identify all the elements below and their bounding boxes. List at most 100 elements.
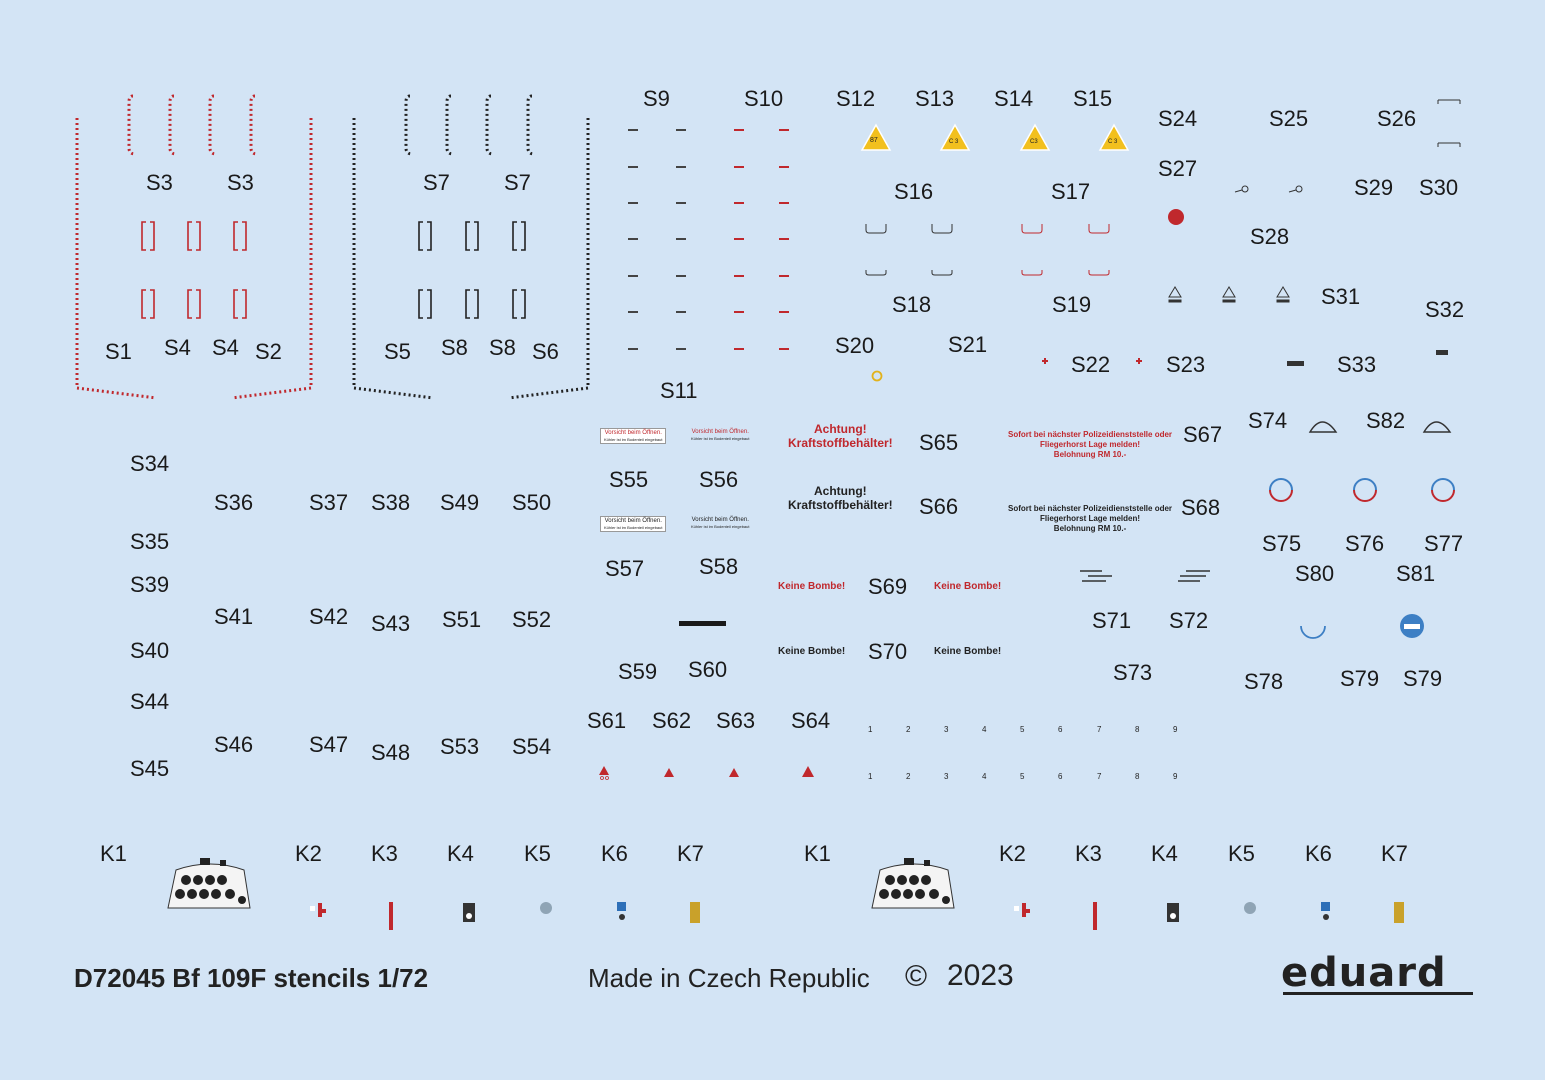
small-symbols [1234,99,1461,193]
vorsicht-sub: Kühler ist im Bodenteil eingebaut [691,524,750,529]
label-s29: S29 [1354,175,1394,200]
cap-outlines [865,224,1110,276]
label-s21: S21 [948,332,988,357]
ring-dots [600,776,609,780]
label-s64: S64 [791,708,831,733]
label-k4-a: K4 [447,841,474,866]
label-s81: S81 [1396,561,1436,586]
label-k1-b: K1 [804,841,831,866]
label-s77: S77 [1424,531,1464,556]
fuel-triangles [860,123,1130,151]
vorsicht-sub: Kühler ist im Bodenteil eingebaut [604,525,663,530]
vorsicht-box-1: Vorsicht beim Öffnen. Kühler ist im Bode… [600,428,667,444]
label-s79-a: S79 [1340,666,1380,691]
label-s15: S15 [1073,86,1113,111]
red-dot [1168,209,1184,225]
label-s27: S27 [1158,156,1198,181]
label-s56: S56 [699,467,739,492]
label-s41: S41 [214,604,254,629]
label-s43: S43 [371,611,411,636]
label-k3-a: K3 [371,841,398,866]
label-s73: S73 [1113,660,1153,685]
digit: 3 [944,772,949,781]
label-s39: S39 [130,572,170,597]
label-s23: S23 [1166,352,1206,377]
achtung-stencil-dark: Achtung! Kraftstoffbehälter! [788,484,893,512]
fuel-c3-text-2: C3 [1030,139,1038,145]
label-s32: S32 [1425,297,1465,322]
label-s72: S72 [1169,608,1209,633]
instrument-panel-left [167,858,251,909]
vorsicht-box-4: Vorsicht beim Öffnen. Kühler ist im Bode… [688,516,752,530]
walkway-brackets-black [418,221,526,319]
label-s12: S12 [836,86,876,111]
walkway-outline-red [75,94,313,400]
label-k7-b: K7 [1381,841,1408,866]
label-s36: S36 [214,490,254,515]
label-s5: S5 [384,339,411,364]
digit: 2 [906,772,911,781]
label-s1: S1 [105,339,132,364]
label-s67: S67 [1183,422,1223,447]
digit: 7 [1097,772,1102,781]
vorsicht-title: Vorsicht beim Öffnen. [604,430,662,436]
keine-bombe-red-1: Keine Bombe! [778,581,846,592]
red-warning-triangles [599,766,814,777]
digit: 1 [868,772,873,781]
label-s76: S76 [1345,531,1385,556]
label-s30: S30 [1419,175,1459,200]
reward-line-2: Fliegerhorst Lage melden! [1040,514,1141,523]
label-s69: S69 [868,574,908,599]
digit: 3 [944,725,949,734]
keine-bombe-dark-1: Keine Bombe! [778,646,846,657]
label-k3-b: K3 [1075,841,1102,866]
achtung-stencil-red: Achtung! Kraftstoffbehälter! [788,422,893,450]
label-s54: S54 [512,734,552,759]
vorsicht-sub: Kühler ist im Bodenteil eingebaut [691,436,750,441]
label-s65: S65 [919,430,959,455]
label-s17: S17 [1051,179,1091,204]
label-s71: S71 [1092,608,1132,633]
label-k4-b: K4 [1151,841,1178,866]
label-s50: S50 [512,490,552,515]
label-k2-a: K2 [295,841,322,866]
vorsicht-title: Vorsicht beim Öffnen. [691,429,749,435]
label-s2: S2 [255,339,282,364]
achtung-line: Achtung! [814,422,867,436]
label-s57: S57 [605,556,645,581]
label-s63: S63 [716,708,756,733]
label-k5-a: K5 [524,841,551,866]
label-s22: S22 [1071,352,1111,377]
label-s45: S45 [130,756,170,781]
label-s18: S18 [892,292,932,317]
label-s80: S80 [1295,561,1335,586]
yellow-ring [871,370,883,382]
label-s7-b: S7 [504,170,531,195]
label-s9: S9 [643,86,670,111]
reward-line-3: Belohnung RM 10.- [1053,524,1127,533]
product-title: D72045 Bf 109F stencils 1/72 [74,963,429,993]
label-s48: S48 [371,740,411,765]
black-bar [679,621,726,626]
label-s61: S61 [587,708,627,733]
label-s68: S68 [1181,495,1221,520]
vorsicht-sub: Kühler ist im Bodenteil eingebaut [604,437,663,442]
label-k7-a: K7 [677,841,704,866]
label-s16: S16 [894,179,934,204]
label-s26: S26 [1377,106,1417,131]
label-s58: S58 [699,554,739,579]
label-s33: S33 [1337,352,1377,377]
plate-s33 [1287,361,1304,366]
walkway-outline-black [352,94,590,400]
label-s49: S49 [440,490,480,515]
label-s13: S13 [915,86,955,111]
fuel-c3-text-1: C 3 [949,139,959,145]
label-s37: S37 [309,490,349,515]
reward-stencil-dark: Sofort bei nächster Polizeidienststelle … [1008,504,1172,534]
label-k5-b: K5 [1228,841,1255,866]
label-s47: S47 [309,732,349,757]
label-k1-a: K1 [100,841,127,866]
label-s4-a: S4 [164,335,191,360]
